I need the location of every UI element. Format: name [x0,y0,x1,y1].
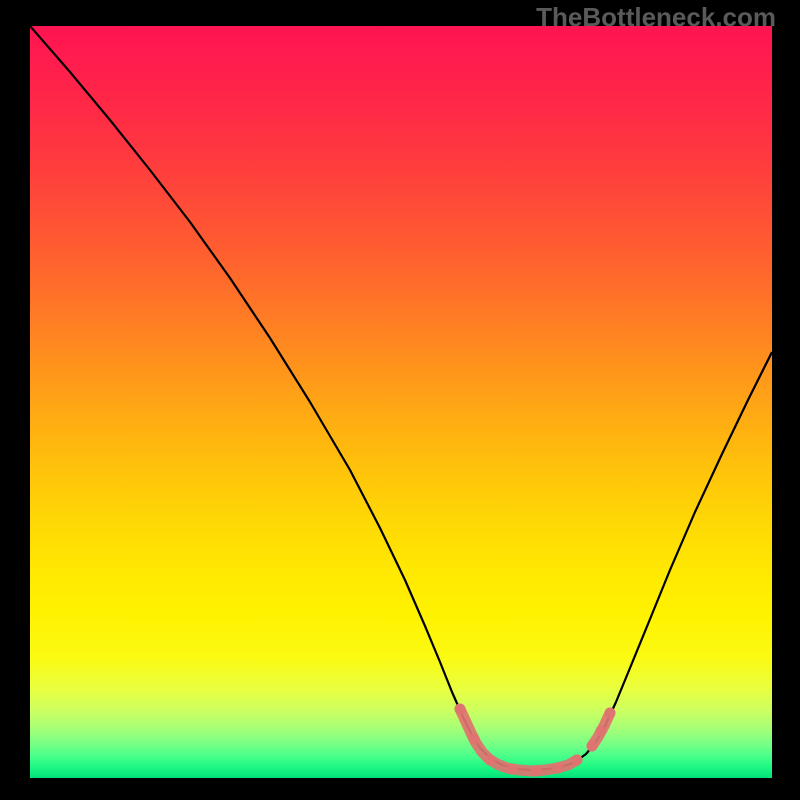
watermark-text: TheBottleneck.com [536,2,776,33]
gradient-background [30,26,772,778]
plot-area [30,26,772,778]
chart-container: TheBottleneck.com [0,0,800,800]
